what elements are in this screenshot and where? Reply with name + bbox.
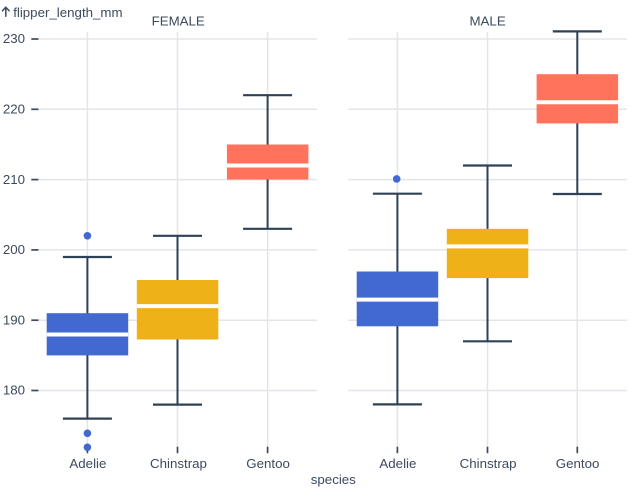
- svg-text:180: 180: [3, 383, 25, 398]
- svg-text:210: 210: [3, 172, 25, 187]
- svg-text:Chinstrap: Chinstrap: [150, 456, 207, 471]
- svg-text:Adelie: Adelie: [69, 456, 106, 471]
- svg-text:200: 200: [3, 242, 25, 257]
- svg-text:flipper_length_mm: flipper_length_mm: [13, 5, 122, 20]
- svg-text:190: 190: [3, 312, 25, 327]
- svg-text:230: 230: [3, 31, 25, 46]
- svg-text:MALE: MALE: [469, 14, 505, 29]
- svg-text:Gentoo: Gentoo: [556, 456, 600, 471]
- svg-text:Adelie: Adelie: [379, 456, 416, 471]
- svg-text:Chinstrap: Chinstrap: [460, 456, 517, 471]
- svg-text:220: 220: [3, 102, 25, 117]
- svg-text:FEMALE: FEMALE: [152, 14, 205, 29]
- svg-text:species: species: [311, 472, 356, 487]
- svg-text:Gentoo: Gentoo: [246, 456, 290, 471]
